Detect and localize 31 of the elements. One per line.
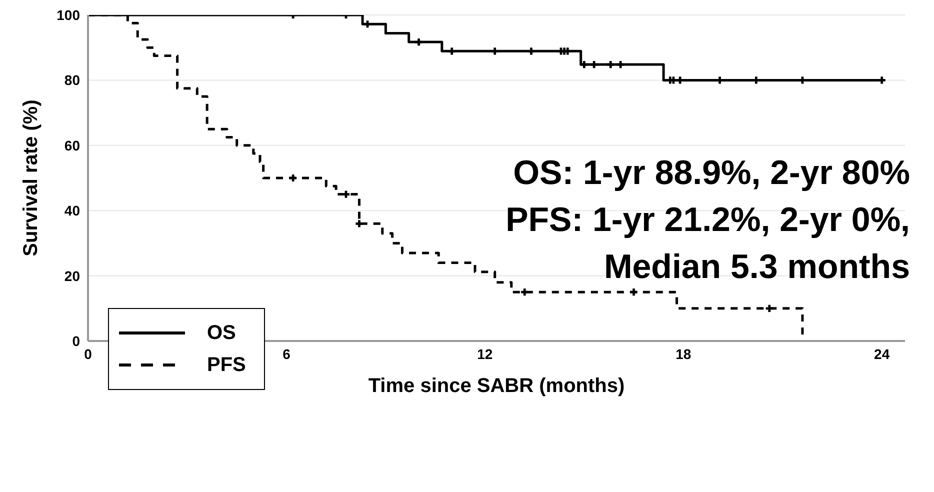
y-tick-label: 20: [64, 268, 80, 284]
y-tick-label: 100: [56, 6, 80, 23]
point: [630, 288, 638, 296]
point: [607, 61, 614, 68]
point: [528, 48, 535, 55]
point: [580, 61, 588, 68]
point: [415, 38, 422, 46]
y-tick-label: 0: [72, 332, 80, 349]
legend-label: OS: [207, 322, 236, 344]
x-tick-label: 6: [282, 346, 291, 362]
point: [448, 48, 456, 55]
annotation: PFS: 1-yr 21.2%, 2-yr 0%,: [506, 200, 910, 241]
legend-label: PFS: [207, 354, 246, 376]
point: [491, 48, 498, 55]
y-axis-title: Survival rate (%): [20, 100, 42, 256]
point: [290, 174, 297, 182]
point: [766, 304, 773, 312]
annotation: Median 5.3 months: [602, 247, 910, 288]
x-tick-label: 0: [84, 346, 92, 362]
y-tick-label: 60: [64, 137, 80, 154]
y-tick-label: 40: [64, 202, 80, 219]
point: [356, 220, 363, 228]
y-tick-label: 80: [64, 72, 80, 88]
x-tick-label: 12: [477, 346, 493, 362]
annotation: OS: 1-yr 88.9%, 2-yr 80%: [512, 153, 910, 194]
x-tick-label: 24: [874, 346, 890, 362]
x-axis-title: Time since SABR (months): [368, 375, 625, 397]
point: [521, 288, 528, 296]
x-tick-label: 18: [676, 346, 692, 362]
point: [364, 20, 372, 28]
point: [590, 61, 598, 68]
